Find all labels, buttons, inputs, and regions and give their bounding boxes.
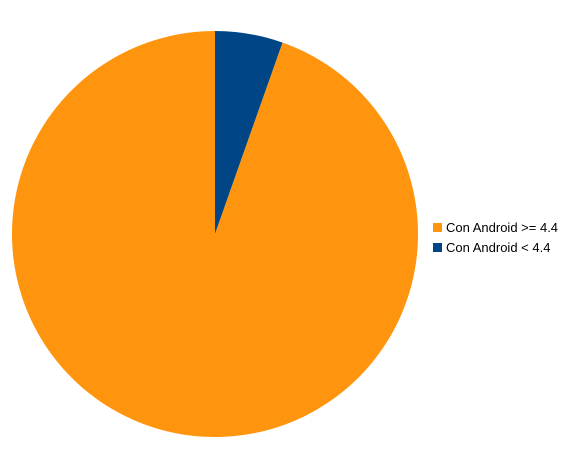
legend-swatch-orange: [433, 222, 442, 232]
pie-slice-android-lt-4-4: [215, 31, 283, 234]
legend-label: Con Android >= 4.4: [446, 219, 559, 235]
chart-legend: Con Android >= 4.4 Con Android < 4.4: [433, 217, 558, 257]
pie-slice-android-ge-4-4: [11, 31, 418, 438]
legend-item-android-lt-4-4: Con Android < 4.4: [433, 237, 558, 257]
legend-label: Con Android < 4.4: [446, 239, 551, 255]
legend-item-android-ge-4-4: Con Android >= 4.4: [433, 217, 558, 237]
legend-swatch-blue: [433, 242, 442, 252]
